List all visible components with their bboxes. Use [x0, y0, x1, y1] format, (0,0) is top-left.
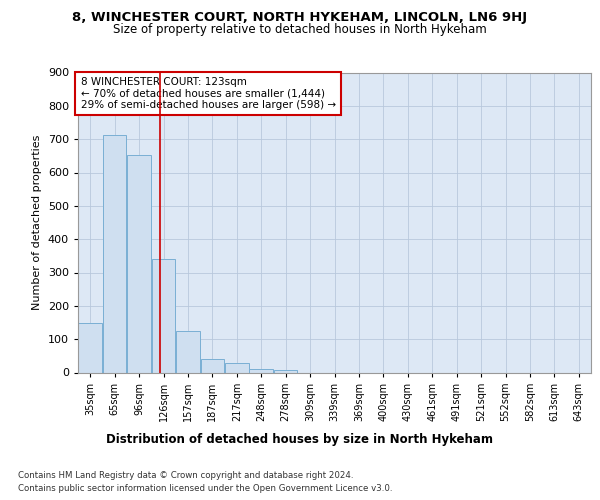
Y-axis label: Number of detached properties: Number of detached properties	[32, 135, 42, 310]
Bar	[176, 330, 200, 372]
Text: Distribution of detached houses by size in North Hykeham: Distribution of detached houses by size …	[107, 432, 493, 446]
Bar	[250, 369, 273, 372]
Bar	[127, 155, 151, 372]
Text: 8 WINCHESTER COURT: 123sqm
← 70% of detached houses are smaller (1,444)
29% of s: 8 WINCHESTER COURT: 123sqm ← 70% of deta…	[80, 77, 335, 110]
Bar	[274, 370, 298, 372]
Text: Size of property relative to detached houses in North Hykeham: Size of property relative to detached ho…	[113, 22, 487, 36]
Text: Contains public sector information licensed under the Open Government Licence v3: Contains public sector information licen…	[18, 484, 392, 493]
Text: 8, WINCHESTER COURT, NORTH HYKEHAM, LINCOLN, LN6 9HJ: 8, WINCHESTER COURT, NORTH HYKEHAM, LINC…	[73, 12, 527, 24]
Bar	[152, 258, 175, 372]
Text: Contains HM Land Registry data © Crown copyright and database right 2024.: Contains HM Land Registry data © Crown c…	[18, 471, 353, 480]
Bar	[200, 359, 224, 372]
Bar	[103, 135, 127, 372]
Bar	[225, 362, 248, 372]
Bar	[79, 322, 102, 372]
